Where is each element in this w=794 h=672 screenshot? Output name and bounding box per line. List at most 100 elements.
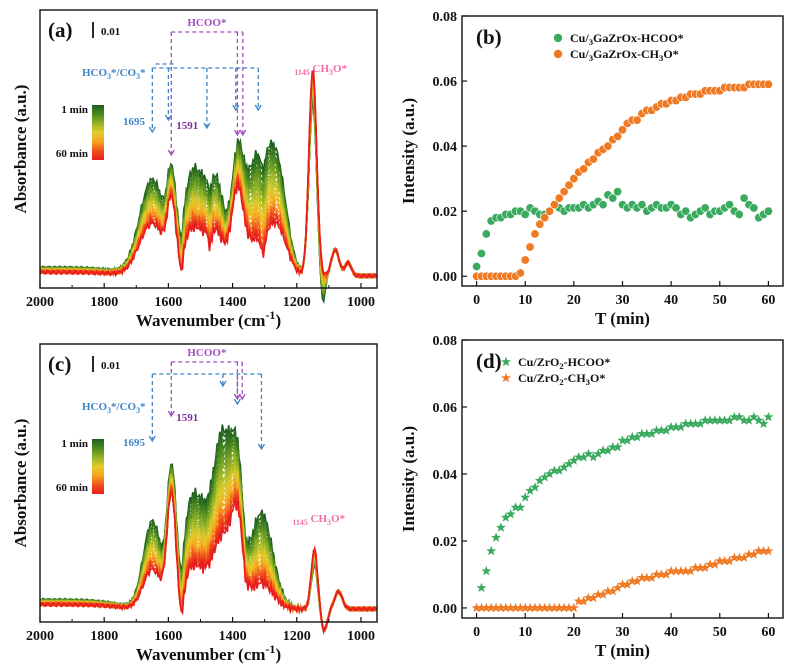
data-point xyxy=(535,219,545,229)
x-tick-label: 50 xyxy=(713,293,727,308)
data-point xyxy=(729,411,740,422)
data-point xyxy=(690,418,701,428)
data-point xyxy=(656,569,667,579)
data-point xyxy=(763,79,773,89)
data-point xyxy=(602,586,613,596)
hco3-arrow xyxy=(257,443,266,451)
data-point xyxy=(544,468,555,479)
data-point xyxy=(593,589,604,599)
data-point xyxy=(661,569,672,579)
data-point xyxy=(758,545,769,556)
data-point xyxy=(472,261,482,271)
legend-marker xyxy=(501,356,511,367)
data-point xyxy=(500,512,511,522)
plot-frame xyxy=(39,343,378,623)
data-point xyxy=(739,193,749,203)
spectrum-line-20 xyxy=(39,70,377,279)
data-point xyxy=(486,602,497,613)
data-point xyxy=(540,213,550,223)
data-point xyxy=(646,428,657,438)
series-1 xyxy=(476,411,774,593)
hcoo-arrow xyxy=(239,129,247,137)
data-point xyxy=(744,415,754,425)
y-tick-label: 0.06 xyxy=(433,75,458,90)
data-point xyxy=(632,575,643,586)
data-point xyxy=(583,448,594,459)
colorbar-top-label: 1 min xyxy=(61,104,88,116)
hco3-arrow xyxy=(203,122,211,130)
plot-frame xyxy=(461,339,784,619)
hcoo-arrow xyxy=(233,393,241,401)
data-point xyxy=(476,248,486,258)
hco3-arrow xyxy=(164,114,172,122)
data-point xyxy=(763,545,774,556)
hco3-arrow xyxy=(233,398,241,406)
x-tick-label: 2000 xyxy=(26,629,54,644)
data-point xyxy=(495,602,506,613)
data-point xyxy=(554,193,564,203)
spectrum-curves xyxy=(39,68,378,305)
series-2 xyxy=(471,545,774,613)
peak-1591-label: 1591 xyxy=(176,120,198,132)
data-point xyxy=(734,552,745,562)
scale-bar-label: 0.01 xyxy=(101,26,120,38)
panel-label: (a) xyxy=(48,18,73,42)
data-point xyxy=(700,562,711,572)
data-point xyxy=(651,425,662,435)
spectrum-line-16 xyxy=(39,73,378,280)
legend-label: Cu/ZrO2​-CH3​O* xyxy=(518,371,605,387)
data-point xyxy=(588,452,599,462)
data-point xyxy=(651,569,662,579)
peak-annotations: HCOO* HCO3​*/CO3​* 1695 1591 1145​ CH3​O* xyxy=(82,347,346,527)
peak-1145-label: 1145​ CH3​O* xyxy=(294,63,347,77)
data-point xyxy=(709,415,720,425)
x-axis-label: T (min) xyxy=(595,641,650,660)
y-tick-label: 0.00 xyxy=(433,602,458,617)
data-point xyxy=(520,255,530,265)
y-axis-label: Intensity (a.u.) xyxy=(399,426,418,532)
spectrum-line-15 xyxy=(39,75,378,281)
x-tick-label: 1200 xyxy=(283,295,311,310)
y-tick-label: 0.04 xyxy=(433,468,458,483)
x-tick-label: 50 xyxy=(713,625,727,640)
data-point xyxy=(598,589,608,599)
colorbar-bottom-label: 60 min xyxy=(56,482,88,494)
data-point xyxy=(656,425,667,435)
data-point xyxy=(525,242,535,252)
data-point xyxy=(568,602,579,613)
data-point xyxy=(681,206,691,216)
data-point xyxy=(554,465,565,475)
data-point xyxy=(734,411,745,422)
data-point xyxy=(559,462,570,472)
data-point xyxy=(675,565,686,576)
x-tick-label: 1600 xyxy=(154,295,182,310)
data-point xyxy=(559,187,569,197)
data-point xyxy=(627,431,638,442)
series-1 xyxy=(472,187,773,271)
data-point xyxy=(739,552,750,562)
data-point xyxy=(603,141,613,151)
data-point xyxy=(549,465,560,475)
hcoo-arrow xyxy=(167,410,175,418)
spectrum-line-17 xyxy=(39,72,377,280)
data-point xyxy=(666,565,677,576)
x-tick-label: 1400 xyxy=(219,629,247,644)
data-point xyxy=(607,586,618,596)
data-point xyxy=(539,472,550,482)
data-point xyxy=(724,415,735,425)
y-tick-label: 0.04 xyxy=(433,140,458,155)
hco3-arrow xyxy=(148,126,156,134)
data-point xyxy=(554,602,565,613)
data-point xyxy=(608,193,618,203)
data-point xyxy=(491,532,501,542)
data-point xyxy=(481,565,492,576)
data-point xyxy=(486,545,497,556)
data-point xyxy=(675,421,686,432)
data-point xyxy=(724,555,735,566)
colorbar xyxy=(92,439,104,494)
data-point xyxy=(573,596,584,606)
data-point xyxy=(753,545,764,556)
legend-label: Cu/ZrO2​-HCOO* xyxy=(518,355,610,371)
data-point xyxy=(578,596,589,606)
